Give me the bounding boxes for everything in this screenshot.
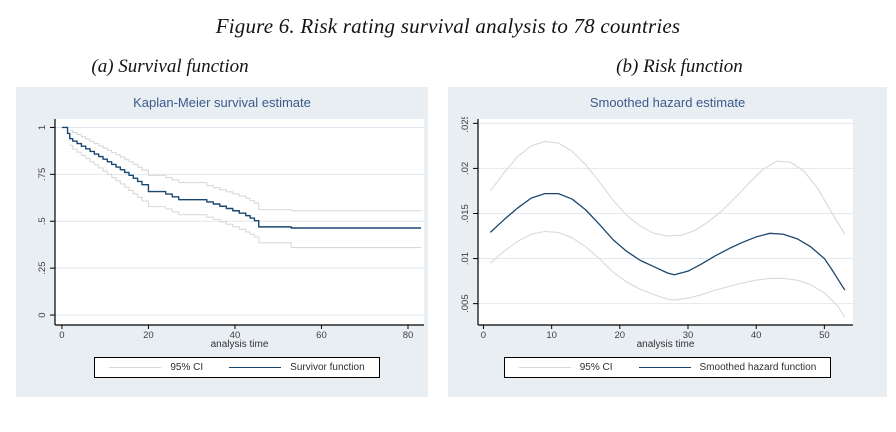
ci-legend-label: 95% CI	[579, 362, 613, 373]
smoothed-hazard-plot: .005 .01 .015 .02 .025 0 10 20 30 40 50	[460, 117, 853, 339]
svg-text:20: 20	[143, 330, 154, 339]
svg-text:0: 0	[59, 330, 64, 339]
svg-text:.025: .025	[460, 117, 471, 133]
svg-text:.015: .015	[460, 204, 471, 223]
svg-text:.75: .75	[37, 168, 48, 181]
charts-row: Kaplan-Meier survival estimate 0 .25 .5 .75…	[16, 87, 896, 397]
caption-survival-function: (a) Survival function	[91, 56, 249, 77]
svg-text:40: 40	[751, 330, 762, 339]
ci-line-sample-icon	[109, 367, 162, 368]
kaplan-meier-plot: 0 .25 .5 .75 1 0 20 40 60 80	[37, 119, 424, 339]
svg-text:0: 0	[37, 312, 48, 317]
survival-legend-box: 95% CI Survivor function	[94, 357, 380, 378]
risk-legend-area: 95% CI Smoothed hazard function	[448, 357, 887, 378]
figure-title: Figure 6. Risk rating survival analysis …	[215, 14, 681, 38]
ci-line-sample-icon	[518, 367, 571, 368]
risk-chart-title: Smoothed hazard estimate	[589, 95, 746, 110]
risk-xaxis-label: analysis time	[636, 339, 695, 350]
svg-text:0: 0	[481, 330, 486, 339]
survival-chart-title: Kaplan-Meier survival estimate	[133, 95, 311, 110]
caption-risk-function: (b) Risk function	[616, 56, 743, 77]
svg-text:60: 60	[316, 330, 327, 339]
svg-text:20: 20	[615, 330, 626, 339]
svg-text:.005: .005	[460, 294, 471, 313]
svg-text:.5: .5	[37, 217, 48, 225]
risk-legend-box: 95% CI Smoothed hazard function	[503, 357, 832, 378]
svg-text:1: 1	[37, 125, 48, 130]
survivor-line-sample-icon	[229, 367, 282, 368]
ci-legend-label: 95% CI	[170, 362, 204, 373]
risk-chart-panel: Smoothed hazard estimate .005 .01 .015 .02.…	[448, 87, 887, 397]
survival-legend-area: 95% CI Survivor function	[16, 357, 428, 378]
hazard-line-sample-icon	[638, 367, 691, 368]
hazard-legend-label: Smoothed hazard function	[699, 362, 817, 373]
svg-text:40: 40	[230, 330, 241, 339]
svg-text:50: 50	[819, 330, 830, 339]
svg-text:30: 30	[683, 330, 694, 339]
survival-xaxis-label: analysis time	[210, 339, 269, 350]
svg-text:10: 10	[546, 330, 557, 339]
subcaptions-row: (a) Survival function (b) Risk function	[0, 56, 896, 78]
svg-text:.02: .02	[460, 162, 471, 175]
svg-text:.01: .01	[460, 252, 471, 265]
survivor-legend-label: Survivor function	[290, 362, 365, 373]
svg-text:.25: .25	[37, 262, 48, 275]
svg-text:80: 80	[403, 330, 414, 339]
survival-chart-panel: Kaplan-Meier survival estimate 0 .25 .5 .75…	[16, 87, 428, 397]
